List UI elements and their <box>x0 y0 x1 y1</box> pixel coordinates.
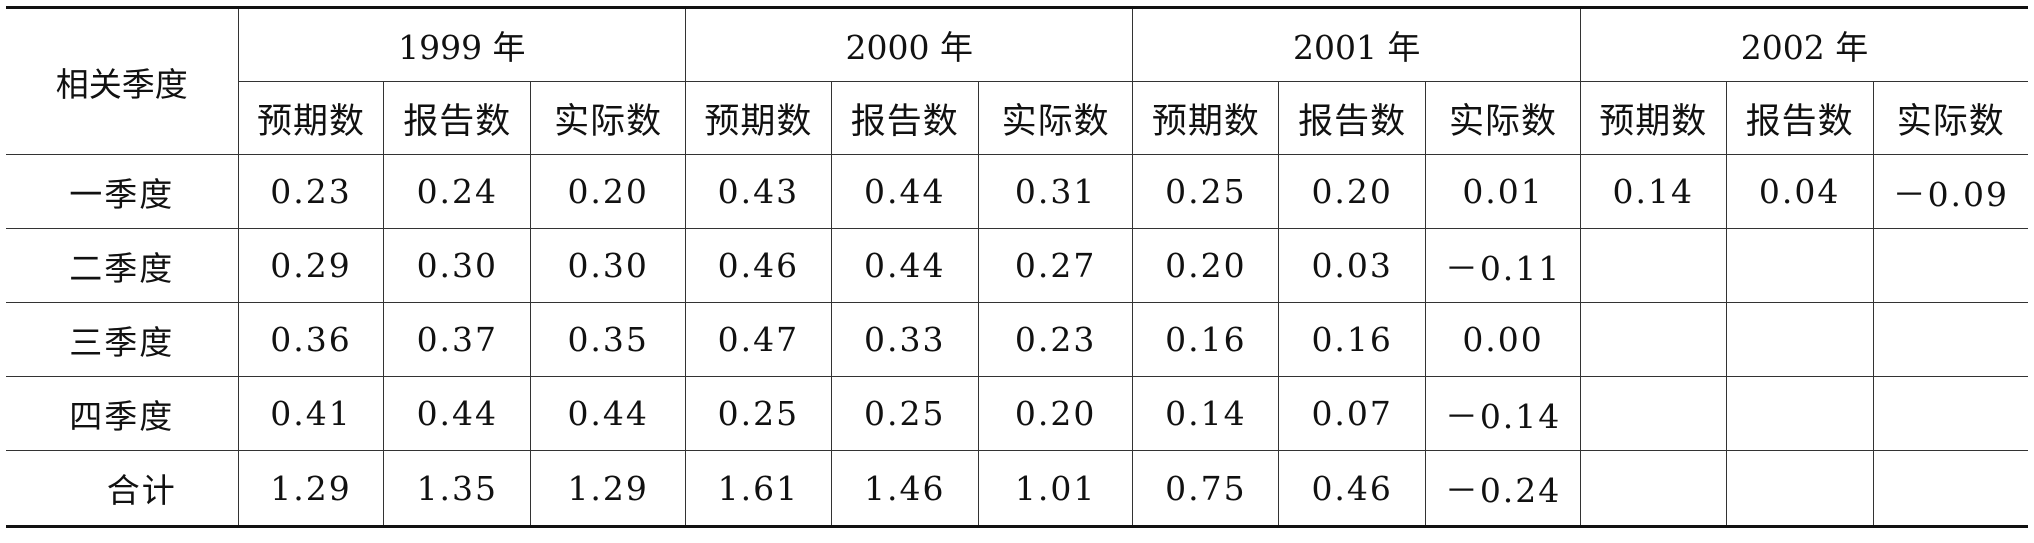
table-cell: 1.29 <box>530 450 687 528</box>
table-cell: 0.25 <box>830 376 979 451</box>
table-cell: 0.03 <box>1278 228 1427 303</box>
table-cell <box>1872 302 2028 377</box>
table-cell: 0.75 <box>1132 450 1280 528</box>
year-header: 1999 年 <box>237 6 687 82</box>
sub-header-expected: 预期数 <box>1579 81 1727 155</box>
table-cell: －0.14 <box>1425 376 1581 451</box>
sub-header-actual: 实际数 <box>1872 81 2028 155</box>
table-cell: 1.35 <box>383 450 532 528</box>
year-header: 2000 年 <box>685 6 1134 82</box>
sub-header-expected: 预期数 <box>685 81 832 155</box>
table-cell <box>1725 228 1874 303</box>
sub-header-actual: 实际数 <box>1425 81 1581 155</box>
table-cell: 0.20 <box>977 376 1134 451</box>
table-cell: 0.14 <box>1132 376 1280 451</box>
table-cell: －0.11 <box>1425 228 1581 303</box>
sub-header-reported: 报告数 <box>1278 81 1427 155</box>
table-cell: 1.46 <box>830 450 979 528</box>
row-label: 二季度 <box>6 228 239 303</box>
table-cell: 0.25 <box>1132 154 1280 229</box>
table-cell <box>1872 450 2028 528</box>
table-cell: 0.25 <box>685 376 832 451</box>
table-cell: 0.20 <box>530 154 687 229</box>
table-cell <box>1872 228 2028 303</box>
table-cell: 0.44 <box>383 376 532 451</box>
sub-header-reported: 报告数 <box>1725 81 1874 155</box>
table-cell: 0.14 <box>1579 154 1727 229</box>
table-cell: 0.44 <box>530 376 687 451</box>
table-cell: 0.20 <box>1278 154 1427 229</box>
table-cell: 0.35 <box>530 302 687 377</box>
table-cell <box>1579 228 1727 303</box>
table-cell: 0.29 <box>237 228 385 303</box>
table-cell: 0.41 <box>237 376 385 451</box>
sub-header-reported: 报告数 <box>383 81 532 155</box>
table-cell: 0.46 <box>685 228 832 303</box>
table-cell: 0.30 <box>530 228 687 303</box>
table-cell <box>1579 376 1727 451</box>
table-container: 相关季度 1999 年 2000 年 2001 年 2002 年 预期数 报告数… <box>6 6 2028 528</box>
table-cell: 0.24 <box>383 154 532 229</box>
earnings-table: 相关季度 1999 年 2000 年 2001 年 2002 年 预期数 报告数… <box>6 6 2028 528</box>
table-cell: 0.27 <box>977 228 1134 303</box>
table-cell: 0.16 <box>1278 302 1427 377</box>
sub-header-expected: 预期数 <box>238 81 385 155</box>
table-cell: －0.09 <box>1872 154 2028 229</box>
table-cell: 1.01 <box>977 450 1134 528</box>
row-label: 三季度 <box>6 302 239 377</box>
year-header: 2001 年 <box>1132 6 1581 82</box>
year-header-row: 相关季度 1999 年 2000 年 2001 年 2002 年 <box>6 6 2028 155</box>
sub-header-actual: 实际数 <box>530 81 687 155</box>
table-cell <box>1725 376 1874 451</box>
table-row: 三季度 0.36 0.37 0.35 0.47 0.33 0.23 0.16 0… <box>6 302 2028 377</box>
sub-header-row: 预期数 报告数 实际数 预期数 报告数 实际数 预期数 报告数 实际数 预期数 … <box>6 81 2028 155</box>
table-cell: 0.20 <box>1132 228 1280 303</box>
table-cell: 1.61 <box>685 450 832 528</box>
sub-header-expected: 预期数 <box>1132 81 1280 155</box>
table-cell: 0.07 <box>1278 376 1427 451</box>
table-cell: 0.44 <box>830 228 979 303</box>
table-cell: 0.00 <box>1425 302 1581 377</box>
table-cell: 0.33 <box>830 302 979 377</box>
table-cell: －0.24 <box>1425 450 1581 528</box>
table-cell: 0.46 <box>1278 450 1427 528</box>
table-cell <box>1872 376 2028 451</box>
table-cell: 0.30 <box>383 228 532 303</box>
table-cell <box>1725 450 1874 528</box>
row-label-total: 合计 <box>6 450 239 528</box>
sub-header-actual: 实际数 <box>977 81 1134 155</box>
table-cell: 0.04 <box>1725 154 1874 229</box>
row-label: 四季度 <box>6 376 239 451</box>
table-cell <box>1579 450 1727 528</box>
table-row-total: 合计 1.29 1.35 1.29 1.61 1.46 1.01 0.75 0.… <box>6 450 2028 528</box>
table-cell <box>1579 302 1727 377</box>
table-cell <box>1725 302 1874 377</box>
table-cell: 0.23 <box>977 302 1134 377</box>
table-cell: 0.23 <box>237 154 385 229</box>
corner-header: 相关季度 <box>6 6 239 155</box>
table-cell: 0.36 <box>237 302 385 377</box>
sub-header-reported: 报告数 <box>830 81 979 155</box>
table-cell: 0.16 <box>1132 302 1280 377</box>
table-cell: 0.47 <box>685 302 832 377</box>
year-header: 2002 年 <box>1579 6 2028 82</box>
table-cell: 0.01 <box>1425 154 1581 229</box>
table-cell: 0.44 <box>830 154 979 229</box>
table-cell: 0.31 <box>977 154 1134 229</box>
table-row: 二季度 0.29 0.30 0.30 0.46 0.44 0.27 0.20 0… <box>6 228 2028 303</box>
table-cell: 0.37 <box>383 302 532 377</box>
table-cell: 1.29 <box>237 450 385 528</box>
row-label: 一季度 <box>6 154 239 229</box>
table-row: 四季度 0.41 0.44 0.44 0.25 0.25 0.20 0.14 0… <box>6 376 2028 451</box>
table-cell: 0.43 <box>685 154 832 229</box>
table-row: 一季度 0.23 0.24 0.20 0.43 0.44 0.31 0.25 0… <box>6 154 2028 229</box>
